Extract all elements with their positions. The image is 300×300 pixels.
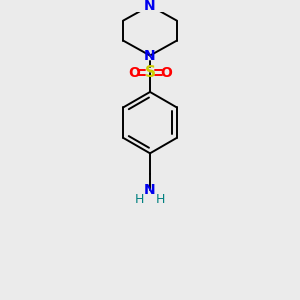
Text: O: O [160,66,172,80]
Text: H: H [156,193,165,206]
Text: N: N [144,183,156,197]
Text: S: S [145,65,155,80]
Text: O: O [128,66,140,80]
Text: N: N [144,0,156,13]
Text: H: H [135,193,144,206]
Text: N: N [144,49,156,62]
